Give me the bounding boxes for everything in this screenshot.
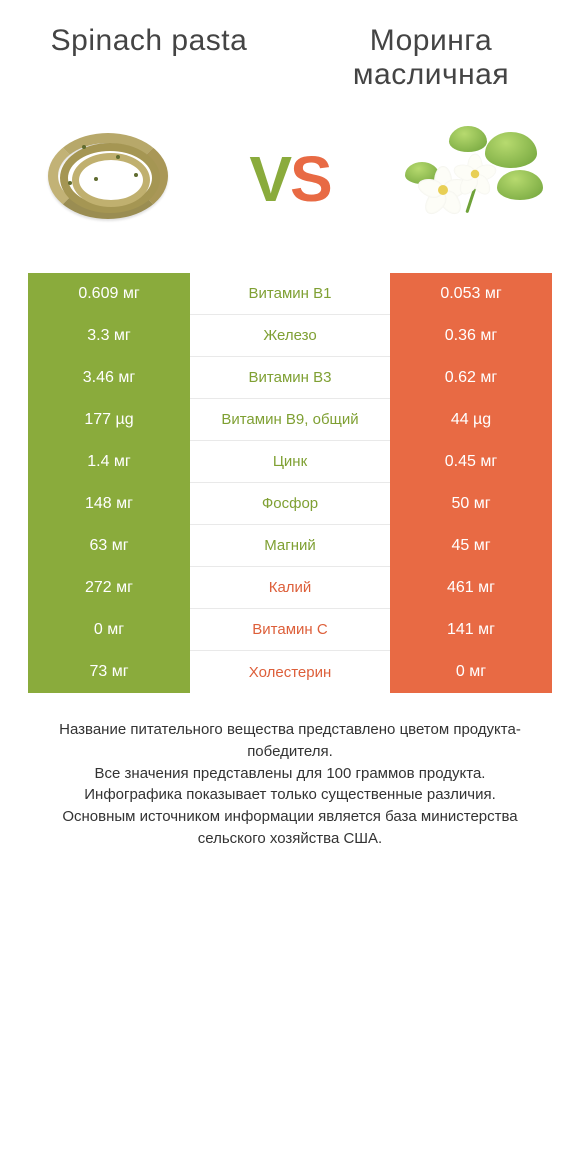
- value-left: 3.3 мг: [28, 315, 190, 357]
- table-row: 3.3 мгЖелезо0.36 мг: [28, 315, 552, 357]
- value-right: 0.45 мг: [390, 441, 552, 483]
- value-right: 0.053 мг: [390, 273, 552, 315]
- nutrient-name: Калий: [190, 567, 390, 609]
- table-row: 1.4 мгЦинк0.45 мг: [28, 441, 552, 483]
- table-row: 148 мгФосфор50 мг: [28, 483, 552, 525]
- infographic-root: Spinach pasta Моринга масличная VS: [0, 0, 580, 870]
- footer-line-4: Основным источником информации является …: [28, 806, 552, 850]
- footer-line-2: Все значения представлены для 100 граммо…: [28, 763, 552, 785]
- value-left: 63 мг: [28, 525, 190, 567]
- product-title-left: Spinach pasta: [28, 24, 270, 91]
- value-right: 50 мг: [390, 483, 552, 525]
- nutrient-name: Холестерин: [190, 651, 390, 693]
- product-image-left: [28, 119, 198, 239]
- vs-letter-s: S: [290, 142, 331, 216]
- table-row: 73 мгХолестерин0 мг: [28, 651, 552, 693]
- vs-letter-v: V: [249, 142, 290, 216]
- value-right: 461 мг: [390, 567, 552, 609]
- footer-line-1: Название питательного вещества представл…: [28, 719, 552, 763]
- table-row: 0 мгВитамин C141 мг: [28, 609, 552, 651]
- value-right: 0.36 мг: [390, 315, 552, 357]
- value-right: 0.62 мг: [390, 357, 552, 399]
- nutrient-name: Железо: [190, 315, 390, 357]
- nutrient-name: Витамин B1: [190, 273, 390, 315]
- product-title-right: Моринга масличная: [310, 24, 552, 91]
- nutrient-name: Витамин C: [190, 609, 390, 651]
- value-right: 0 мг: [390, 651, 552, 693]
- vs-label: VS: [249, 142, 330, 216]
- nutrient-name: Витамин B9, общий: [190, 399, 390, 441]
- value-left: 177 µg: [28, 399, 190, 441]
- product-image-right: [382, 119, 552, 239]
- footer-line-3: Инфографика показывает только существенн…: [28, 784, 552, 806]
- value-left: 1.4 мг: [28, 441, 190, 483]
- nutrient-name: Витамин B3: [190, 357, 390, 399]
- nutrient-name: Цинк: [190, 441, 390, 483]
- table-row: 3.46 мгВитамин B30.62 мг: [28, 357, 552, 399]
- value-right: 44 µg: [390, 399, 552, 441]
- table-row: 0.609 мгВитамин B10.053 мг: [28, 273, 552, 315]
- value-right: 45 мг: [390, 525, 552, 567]
- table-row: 177 µgВитамин B9, общий44 µg: [28, 399, 552, 441]
- value-left: 73 мг: [28, 651, 190, 693]
- nutrient-name: Магний: [190, 525, 390, 567]
- nutrient-name: Фосфор: [190, 483, 390, 525]
- hero-row: VS: [28, 119, 552, 239]
- value-left: 272 мг: [28, 567, 190, 609]
- value-left: 0.609 мг: [28, 273, 190, 315]
- value-left: 3.46 мг: [28, 357, 190, 399]
- titles-row: Spinach pasta Моринга масличная: [28, 24, 552, 91]
- footer-notes: Название питательного вещества представл…: [28, 719, 552, 850]
- table-row: 272 мгКалий461 мг: [28, 567, 552, 609]
- pasta-nest-icon: [38, 125, 188, 233]
- value-left: 148 мг: [28, 483, 190, 525]
- moringa-icon: [387, 124, 547, 234]
- value-left: 0 мг: [28, 609, 190, 651]
- value-right: 141 мг: [390, 609, 552, 651]
- table-row: 63 мгМагний45 мг: [28, 525, 552, 567]
- comparison-table: 0.609 мгВитамин B10.053 мг3.3 мгЖелезо0.…: [28, 273, 552, 693]
